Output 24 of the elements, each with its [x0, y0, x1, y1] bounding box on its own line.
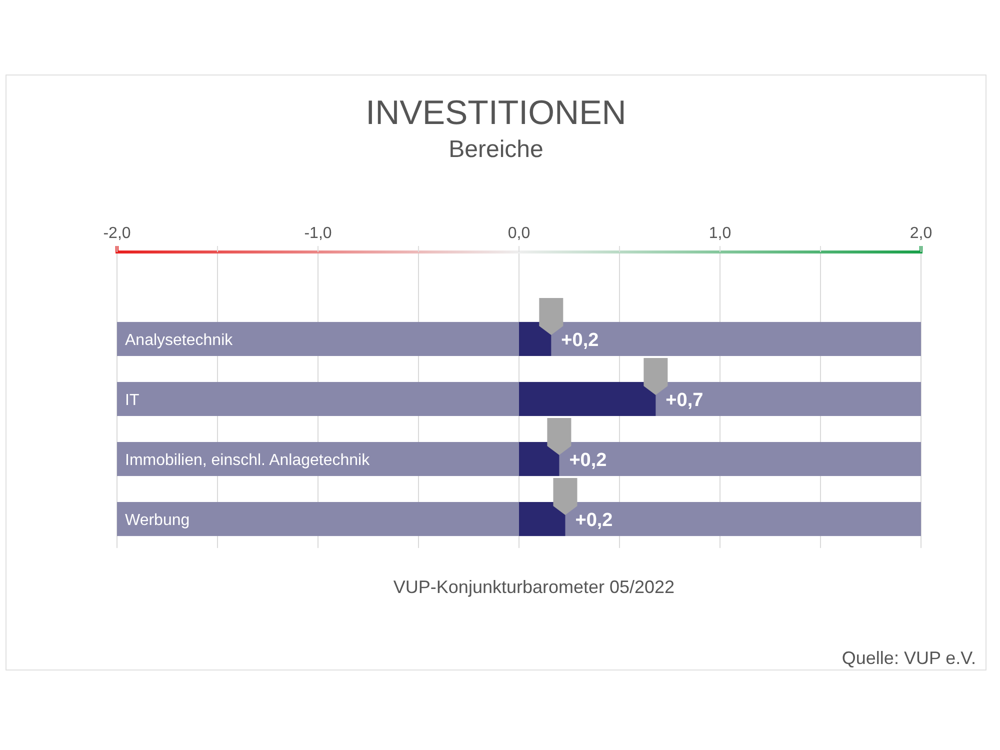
chart-title: INVESTITIONEN	[366, 94, 626, 132]
x-tick-label: -1,0	[304, 225, 332, 242]
data-label: +0,2	[569, 450, 607, 472]
bar	[519, 382, 656, 416]
x-tick-label: 1,0	[708, 225, 732, 242]
x-tick-label: 0,0	[508, 225, 530, 242]
y-tick-label: Werbung	[125, 512, 190, 530]
y-tick-label: IT	[125, 392, 140, 409]
bar	[519, 442, 560, 476]
data-label: +0,7	[666, 390, 704, 411]
bar	[117, 502, 921, 536]
chart-subtitle: Bereiche	[448, 136, 544, 163]
y-tick-label: Analysetechnik	[125, 332, 234, 349]
source-note: Quelle: VUP e.V.	[842, 648, 976, 668]
data-label: +0,2	[561, 330, 599, 351]
bar	[117, 322, 921, 356]
bar	[519, 502, 566, 536]
bar	[117, 442, 921, 476]
x-tick-label: -2,0	[103, 225, 131, 242]
data-label: +0,2	[575, 510, 613, 532]
text: VUP-Konjunkturbarometer 05/2022	[393, 577, 675, 597]
bar	[519, 322, 552, 356]
y-tick-label: Immobilien, einschl. Anlagetechnik	[125, 452, 371, 470]
x-tick-label: 2,0	[910, 225, 932, 242]
